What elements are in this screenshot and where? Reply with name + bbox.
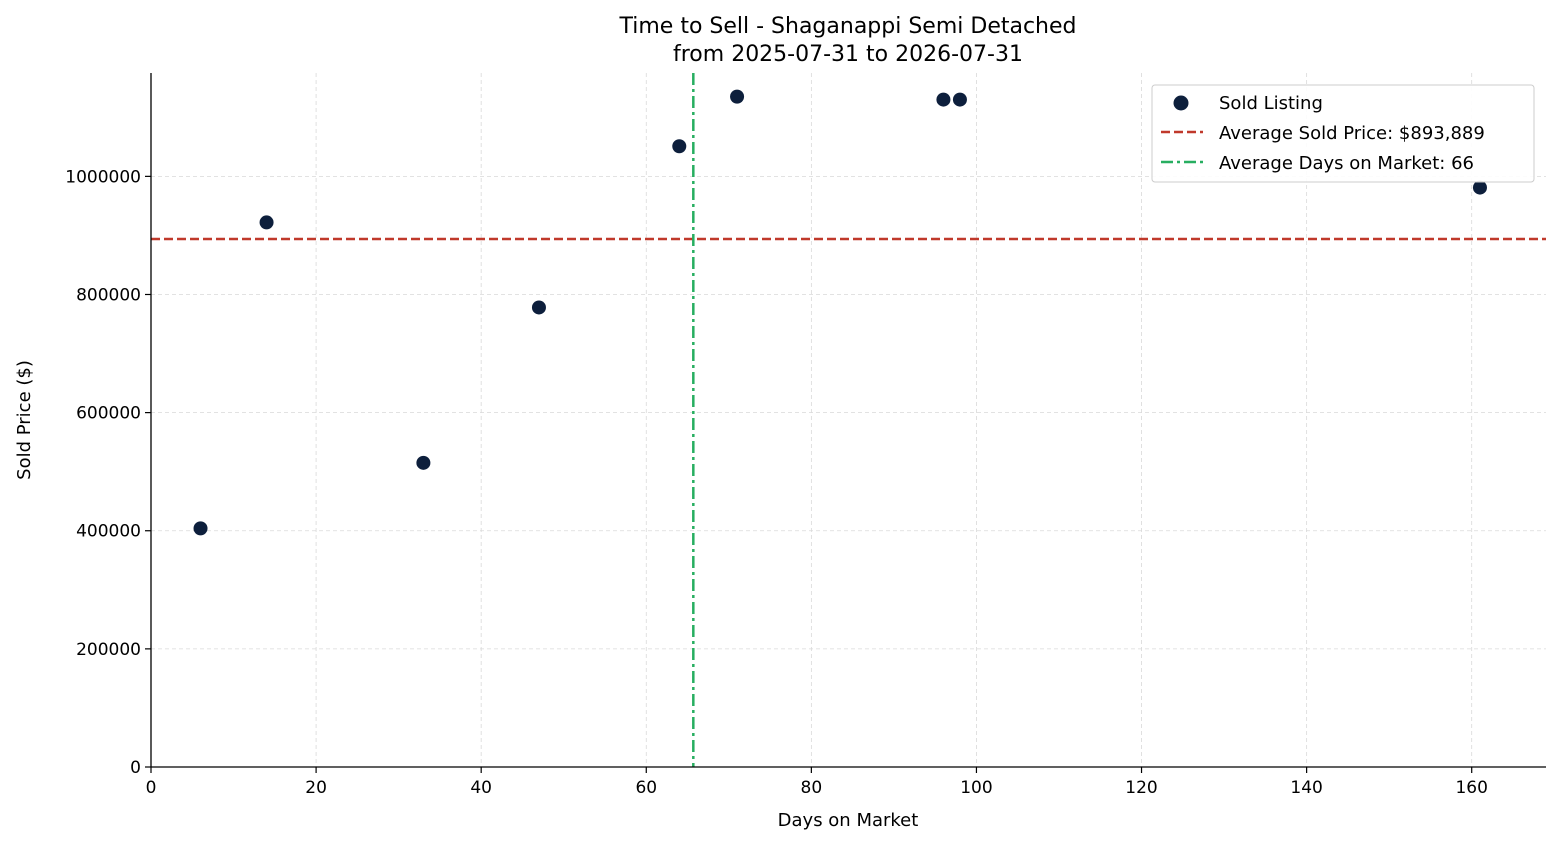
x-tick-label: 20 <box>305 778 327 798</box>
x-tick-label: 160 <box>1455 778 1487 798</box>
x-tick-label: 60 <box>635 778 657 798</box>
y-tick-label: 200000 <box>76 640 141 660</box>
y-tick-label: 400000 <box>76 522 141 542</box>
axes <box>150 73 1546 768</box>
y-tick-label: 600000 <box>76 404 141 424</box>
chart-subtitle: from 2025-07-31 to 2026-07-31 <box>673 42 1023 67</box>
data-point <box>416 455 431 470</box>
x-tick-label: 0 <box>146 778 157 798</box>
scatter-points <box>193 89 1487 536</box>
legend: Sold Listing Average Sold Price: $893,88… <box>1151 84 1535 183</box>
data-point <box>193 521 208 536</box>
x-tick-label: 100 <box>960 778 992 798</box>
data-point <box>730 89 745 104</box>
x-tick-label: 120 <box>1125 778 1157 798</box>
data-point <box>531 300 546 315</box>
legend-label-sold-listing: Sold Listing <box>1219 93 1323 114</box>
x-tick-label: 80 <box>801 778 823 798</box>
legend-label-avg-price: Average Sold Price: $893,889 <box>1219 123 1485 144</box>
legend-box <box>1151 84 1535 183</box>
reference-lines <box>151 73 1546 767</box>
x-tick-label: 140 <box>1290 778 1322 798</box>
legend-marker-sold-listing <box>1173 95 1189 111</box>
x-tick-label: 40 <box>470 778 492 798</box>
x-axis-label: Days on Market <box>778 810 919 831</box>
y-tick-label: 0 <box>130 758 141 778</box>
y-axis-label: Sold Price ($) <box>14 360 35 480</box>
data-point <box>259 215 274 230</box>
data-point <box>1472 180 1487 195</box>
chart-title: Time to Sell - Shaganappi Semi Detached <box>618 14 1076 39</box>
y-tick-label: 1000000 <box>65 167 141 187</box>
data-point <box>952 92 967 107</box>
ticks: 0 20 40 60 80 100 120 140 160 0 200000 400000 600000… <box>65 167 1488 798</box>
data-point <box>936 92 951 107</box>
data-point <box>672 139 687 154</box>
legend-label-avg-days: Average Days on Market: 66 <box>1219 153 1474 174</box>
y-tick-label: 800000 <box>76 285 141 305</box>
